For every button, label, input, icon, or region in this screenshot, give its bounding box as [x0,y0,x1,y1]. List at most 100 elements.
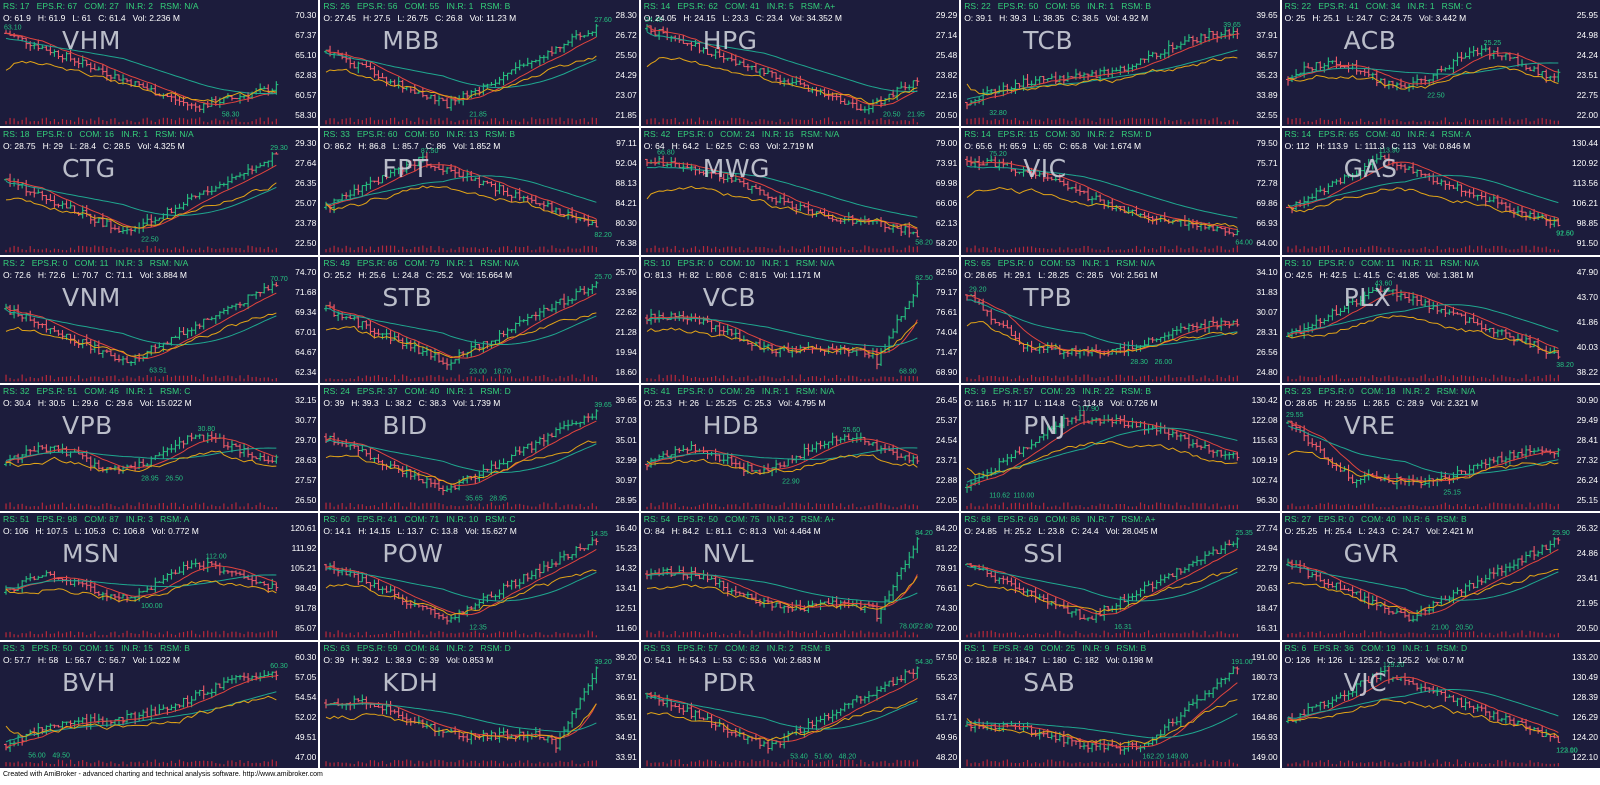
volume-bar [1192,374,1194,381]
ma-long-line [646,166,918,219]
ohlc-bar [965,720,970,727]
chart-panel-kdh[interactable]: 39.20 RS: 63 EPS.R: 59 COM: 84 IN.R: 2 RSM: D… [320,641,639,768]
chart-panel-msn[interactable]: 112.00 100.00 RS: 51 EPS.R: 98 COM: 87 IN.R: … [0,513,319,640]
ohlc-header: O: 25.2 H: 25.6 L: 24.8 C: 25.2 Vol: 15.664 … [323,270,519,280]
volume-bar [275,760,277,766]
volume-bar [223,375,225,381]
ohlc-bar [209,316,214,321]
ohlc-bar [1386,286,1391,292]
volume-bar [596,117,598,125]
volume-bar [1525,507,1527,510]
ohlc-bar [1499,328,1504,336]
chart-panel-vcb[interactable]: 82.50 68.90 RS: 10 EPS.R: 0 COM: 10 IN.R: 1 RS… [640,256,960,383]
volume-bar [126,119,128,125]
ohlc-bar [445,730,450,733]
volume-bar [267,506,269,510]
ohlc-bar [1017,332,1022,345]
chart-panel-vpb[interactable]: 30.80 28.95 26.50 RS: 32 EPS.R: 51 COM: 46 IN.… [0,385,319,512]
volume-bar [1099,249,1101,253]
chart-panel-nvl[interactable]: 84.20 78.00 72.80 RS: 54 EPS.R: 50 COM: 75 IN.… [640,513,960,640]
chart-panel-ctg[interactable]: 29.30 22.50 RS: 18 EPS.R: 0 COM: 16 IN.R: 1 RS… [0,128,319,255]
price-mark: 22.50 [141,237,159,244]
chart-panel-sab[interactable]: 191.00 162.20 149.00 RS: 1 EPS.R: 49 COM: 25 I… [961,641,1280,768]
volume-bar [1363,630,1365,638]
chart-panel-hpg[interactable]: 24.40 20.50 21.95 RS: 14 EPS.R: 62 COM: 41 IN.… [640,0,960,127]
volume-bar [767,504,769,510]
chart-panel-pdr[interactable]: 54.30 53.40 51.60 48.20 RS: 53 EPS.R: 57 COM: … [640,641,960,768]
footer-credit: Created with AmiBroker - advanced charti… [3,771,323,778]
chart-panel-vnm[interactable]: 70.70 63.51 RS: 2 EPS.R: 0 COM: 11 IN.R: 3 RSM… [0,256,319,383]
volume-bar [1424,120,1426,125]
volume-bar [1156,502,1158,510]
ohlc-bar [169,569,174,580]
chart-panel-mwg[interactable]: 66.80 58.20 RS: 42 EPS.R: 0 COM: 24 IN.R: 16 R… [640,128,960,255]
ohlc-bar [44,570,49,577]
chart-panel-fpt[interactable]: 87.50 82.20 RS: 33 EPS.R: 60 COM: 50 IN.R: 13… [320,128,639,255]
ohlc-bar [737,179,742,183]
price-axis: 84.20 81.22 78.91 76.61 74.30 72.00 [923,513,959,639]
ohlc-bar [36,576,41,581]
ohlc-bar [781,461,786,468]
ohlc-vol: Vol: 1.674 M [1093,141,1142,152]
volume-bar [835,632,838,638]
ohlc-bar [526,57,531,67]
axis-tick-label: 60.30 [295,651,317,662]
chart-panel-gas[interactable]: 113.90 92.60 91.50 RS: 14 EPS.R: 65 COM: 40 IN… [1281,128,1600,255]
ohlc-low: L: 61 [72,13,92,23]
ohlc-bar [1074,183,1079,194]
ratings-header: RS: 2 EPS.R: 0 COM: 11 IN.R: 3 RSM: N/A [3,258,195,268]
rating-com: COM: 82 [724,642,760,653]
chart-panel-tpb[interactable]: 29.20 28.30 26.00 RS: 65 EPS.R: 0 COM: 53 IN.R… [961,256,1280,383]
chart-panel-bid[interactable]: 39.65 35.65 28.95 RS: 24 EPS.R: 37 COM: 40 IN.… [320,385,639,512]
volume-bar [215,631,217,638]
volume-bar [1367,635,1369,638]
chart-panel-hdb[interactable]: 25.60 22.90 RS: 41 EPS.R: 0 COM: 26 IN.R: 1 RS… [640,385,960,512]
ohlc-bar [405,336,410,349]
ma-long-line [967,49,1238,100]
volume-bar [114,249,116,253]
volume-bar [1063,376,1065,381]
rating-eps-r: EPS.R: 51 [36,386,78,396]
volume-bar [730,117,733,125]
volume-bar [186,505,189,510]
chart-panel-pow[interactable]: 14.35 12.35 RS: 60 EPS.R: 41 COM: 71 IN.R: 10… [320,513,639,640]
volume-bar [1399,506,1402,510]
chart-panel-stb[interactable]: 25.70 23.00 18.70 RS: 49 EPS.R: 66 COM: 79 IN.… [320,256,639,383]
chart-panel-vjc[interactable]: 129.20 123.00 122.10 RS: 6 EPS.R: 36 COM: 19 I… [1281,641,1600,768]
chart-panel-vre[interactable]: 29.55 25.15 RS: 23 EPS.R: 0 COM: 18 IN.R: 2 RS… [1281,385,1600,512]
ohlc-bar [838,218,843,225]
volume-bar [698,632,700,638]
chart-panel-pnj[interactable]: 117.90 110.62 110.00 RS: 9 EPS.R: 57 COM: 23 I… [961,385,1280,512]
axis-tick-label: 15.23 [615,543,637,554]
ohlc-bar [505,461,510,469]
volume-bar [1311,121,1313,125]
chart-panel-gvr[interactable]: 25.90 21.00 20.50 RS: 27 EPS.R: 0 COM: 40 IN.R… [1281,513,1600,640]
volume-bar [251,121,253,125]
volume-bar [1067,375,1069,381]
ohlc-bar [1146,337,1151,347]
ohlc-bar [693,709,698,722]
chart-panel-bvh[interactable]: 60.30 56.00 49.50 RS: 3 EPS.R: 50 COM: 15 IN.R… [0,641,319,768]
volume-bar [1512,249,1515,253]
volume-bar [835,121,838,125]
chart-panel-plx[interactable]: 43.60 38.20 RS: 10 EPS.R: 0 COM: 11 IN.R: 11 R… [1281,256,1600,383]
volume-bar [138,375,140,381]
ohlc-bar [1013,449,1018,459]
volume-bar [1541,247,1543,253]
volume-bar [1079,505,1081,510]
ohlc-bar [1203,690,1208,701]
axis-tick-label: 78.91 [935,563,958,574]
rating-rsm: RSM: D [1121,129,1152,140]
volume-bar [795,632,797,638]
volume-bar [382,119,384,125]
ohlc-bar [1382,288,1387,295]
volume-bar [1460,763,1462,766]
price-plot: 39.20 [324,659,612,766]
